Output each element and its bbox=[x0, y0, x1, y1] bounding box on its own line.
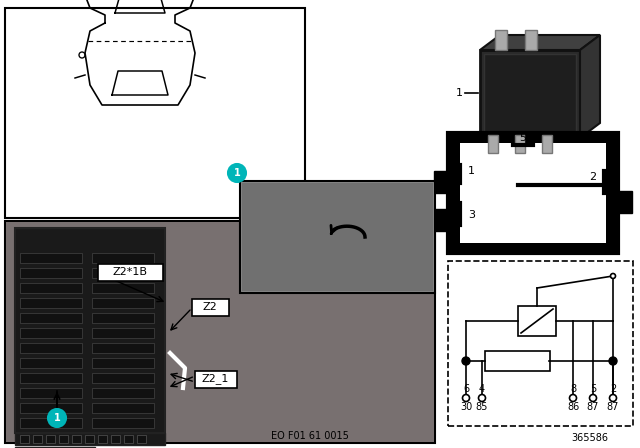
Polygon shape bbox=[480, 35, 600, 50]
Bar bbox=[92, 388, 154, 398]
Bar bbox=[92, 358, 154, 368]
Bar bbox=[240, 181, 435, 293]
Bar bbox=[92, 253, 154, 263]
Bar bbox=[618, 191, 632, 213]
Bar bbox=[20, 298, 82, 308]
Bar bbox=[460, 143, 606, 243]
Bar bbox=[15, 433, 165, 445]
Bar bbox=[92, 328, 154, 338]
Bar bbox=[5, 221, 435, 443]
Text: Z2: Z2 bbox=[203, 302, 218, 312]
Bar bbox=[92, 283, 154, 293]
Bar bbox=[488, 135, 498, 153]
Bar bbox=[46, 435, 55, 443]
Text: 6: 6 bbox=[463, 384, 469, 394]
Bar bbox=[92, 403, 154, 413]
Bar bbox=[448, 261, 633, 426]
Bar bbox=[20, 388, 82, 398]
Text: 365586: 365586 bbox=[572, 433, 609, 443]
Text: 8: 8 bbox=[570, 384, 576, 394]
Bar bbox=[542, 135, 552, 153]
Bar bbox=[434, 171, 448, 193]
Bar bbox=[485, 351, 550, 371]
Bar bbox=[92, 313, 154, 323]
Bar bbox=[495, 30, 507, 50]
Text: 3: 3 bbox=[468, 210, 475, 220]
Text: Z2_1: Z2_1 bbox=[202, 374, 228, 384]
Bar bbox=[20, 313, 82, 323]
Bar bbox=[72, 435, 81, 443]
Bar bbox=[20, 328, 82, 338]
Bar bbox=[137, 435, 146, 443]
Text: 2: 2 bbox=[610, 384, 616, 394]
Text: 2: 2 bbox=[589, 172, 596, 182]
Text: 30: 30 bbox=[460, 402, 472, 412]
Bar bbox=[33, 435, 42, 443]
Circle shape bbox=[570, 395, 577, 401]
Bar bbox=[59, 435, 68, 443]
Circle shape bbox=[48, 409, 66, 427]
Text: 5: 5 bbox=[590, 384, 596, 394]
Bar bbox=[85, 435, 94, 443]
Bar bbox=[20, 403, 82, 413]
Bar bbox=[242, 183, 433, 291]
Text: 5: 5 bbox=[519, 133, 526, 143]
Bar bbox=[6, 222, 434, 442]
Bar bbox=[192, 299, 229, 316]
Text: 86: 86 bbox=[567, 402, 579, 412]
Text: 1: 1 bbox=[54, 413, 60, 423]
Bar bbox=[98, 264, 163, 281]
Circle shape bbox=[462, 357, 470, 365]
Circle shape bbox=[611, 273, 616, 279]
Bar bbox=[20, 253, 82, 263]
Bar bbox=[448, 133, 618, 253]
Bar bbox=[484, 54, 576, 134]
Bar bbox=[20, 343, 82, 353]
Bar bbox=[98, 435, 107, 443]
Bar bbox=[480, 50, 580, 138]
Circle shape bbox=[609, 357, 617, 365]
Bar bbox=[195, 371, 237, 388]
Bar bbox=[525, 30, 537, 50]
Bar bbox=[15, 447, 95, 448]
Bar bbox=[20, 358, 82, 368]
Circle shape bbox=[609, 395, 616, 401]
Bar bbox=[20, 435, 29, 443]
Bar bbox=[20, 283, 82, 293]
Bar bbox=[15, 228, 165, 433]
Bar bbox=[92, 343, 154, 353]
Bar bbox=[20, 418, 82, 428]
Circle shape bbox=[463, 395, 470, 401]
Polygon shape bbox=[580, 35, 600, 138]
Bar bbox=[20, 373, 82, 383]
Bar bbox=[515, 135, 525, 153]
Circle shape bbox=[589, 395, 596, 401]
Text: 1: 1 bbox=[468, 166, 475, 176]
Bar bbox=[20, 268, 82, 278]
Text: 87: 87 bbox=[607, 402, 619, 412]
Text: 85: 85 bbox=[476, 402, 488, 412]
Text: 1: 1 bbox=[456, 88, 463, 98]
Bar bbox=[124, 435, 133, 443]
Circle shape bbox=[228, 164, 246, 182]
Text: EO F01 61 0015: EO F01 61 0015 bbox=[271, 431, 349, 441]
Bar bbox=[434, 209, 448, 231]
Bar bbox=[518, 306, 556, 336]
Text: Z2*1B: Z2*1B bbox=[113, 267, 147, 277]
Text: 4: 4 bbox=[479, 384, 485, 394]
Bar bbox=[111, 435, 120, 443]
Bar bbox=[92, 418, 154, 428]
Bar bbox=[92, 373, 154, 383]
Text: 87: 87 bbox=[587, 402, 599, 412]
Bar bbox=[92, 298, 154, 308]
Bar bbox=[5, 8, 305, 218]
Circle shape bbox=[479, 395, 486, 401]
Bar bbox=[92, 268, 154, 278]
Text: 1: 1 bbox=[234, 168, 241, 178]
